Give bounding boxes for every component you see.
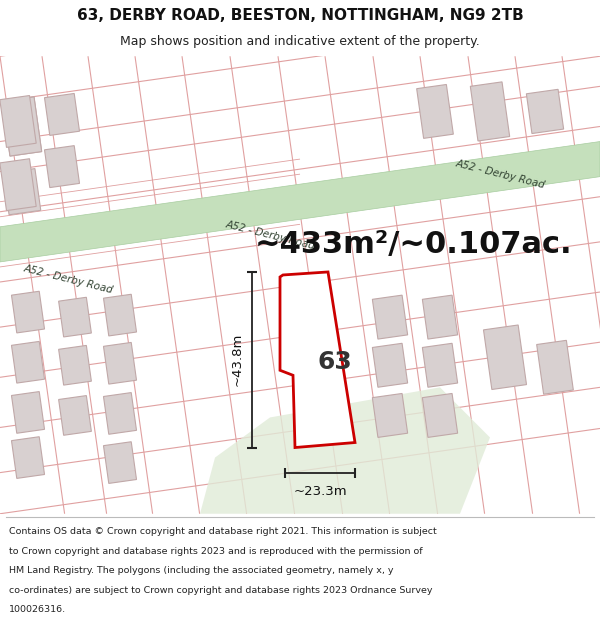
Polygon shape [526, 89, 563, 134]
Polygon shape [0, 141, 600, 262]
Polygon shape [59, 346, 91, 385]
Text: ~43.8m: ~43.8m [231, 333, 244, 386]
Text: co-ordinates) are subject to Crown copyright and database rights 2023 Ordnance S: co-ordinates) are subject to Crown copyr… [9, 586, 433, 594]
Text: to Crown copyright and database rights 2023 and is reproduced with the permissio: to Crown copyright and database rights 2… [9, 547, 422, 556]
Polygon shape [422, 343, 458, 388]
Polygon shape [11, 291, 44, 333]
Polygon shape [484, 325, 527, 389]
Text: ~433m²/~0.107ac.: ~433m²/~0.107ac. [255, 231, 572, 259]
Text: Map shows position and indicative extent of the property.: Map shows position and indicative extent… [120, 35, 480, 48]
Polygon shape [3, 169, 41, 215]
Polygon shape [2, 97, 41, 156]
Text: 63, DERBY ROAD, BEESTON, NOTTINGHAM, NG9 2TB: 63, DERBY ROAD, BEESTON, NOTTINGHAM, NG9… [77, 8, 523, 23]
Polygon shape [373, 343, 407, 388]
Polygon shape [59, 298, 91, 337]
Polygon shape [280, 272, 355, 448]
Polygon shape [2, 97, 41, 156]
Polygon shape [200, 388, 490, 514]
Polygon shape [11, 437, 44, 478]
Polygon shape [59, 396, 91, 435]
Text: A52 - Derby Road: A52 - Derby Road [22, 263, 114, 295]
Polygon shape [11, 341, 44, 383]
Polygon shape [373, 394, 407, 438]
Text: ~23.3m: ~23.3m [293, 484, 347, 498]
Polygon shape [0, 159, 36, 211]
Polygon shape [103, 442, 137, 483]
Text: 63: 63 [317, 350, 352, 374]
Text: HM Land Registry. The polygons (including the associated geometry, namely x, y: HM Land Registry. The polygons (includin… [9, 566, 394, 575]
Polygon shape [11, 392, 44, 433]
Polygon shape [103, 392, 137, 434]
Polygon shape [422, 394, 458, 438]
Polygon shape [103, 342, 137, 384]
Polygon shape [44, 94, 79, 136]
Polygon shape [470, 82, 509, 141]
Polygon shape [0, 96, 36, 148]
Text: 100026316.: 100026316. [9, 605, 66, 614]
Polygon shape [373, 295, 407, 339]
Text: Contains OS data © Crown copyright and database right 2021. This information is : Contains OS data © Crown copyright and d… [9, 527, 437, 536]
Polygon shape [103, 294, 137, 336]
Text: A52 - Derby Road: A52 - Derby Road [454, 159, 546, 191]
Text: A52 - Derby Road: A52 - Derby Road [224, 219, 316, 251]
Polygon shape [422, 295, 458, 339]
Polygon shape [536, 341, 574, 394]
Polygon shape [44, 146, 79, 188]
Polygon shape [416, 84, 454, 138]
